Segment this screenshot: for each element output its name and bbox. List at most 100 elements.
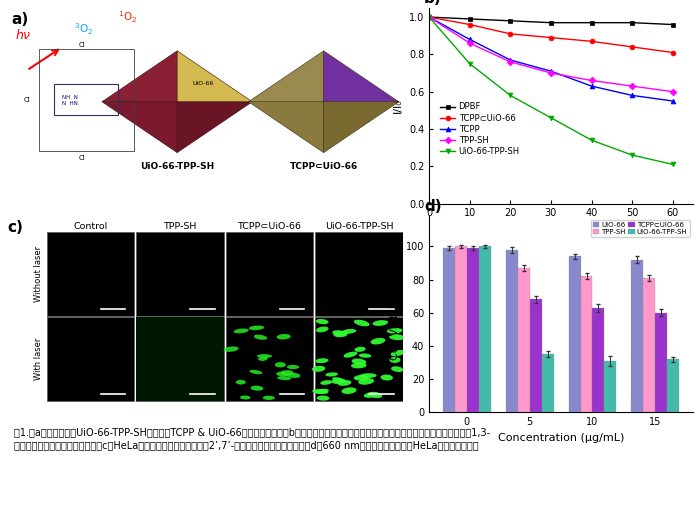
Ellipse shape	[315, 358, 328, 363]
TCPP	[668, 98, 677, 104]
TCPP⊂UiO-66	[466, 21, 474, 27]
Text: $^1$O$_2$: $^1$O$_2$	[118, 10, 137, 25]
Bar	[506, 250, 518, 412]
UiO-66-TPP-SH	[506, 93, 514, 99]
DPBF	[466, 16, 474, 22]
UiO-66-TPP-SH	[547, 115, 555, 121]
DPBF	[425, 14, 433, 20]
Bar	[643, 278, 655, 412]
Polygon shape	[248, 51, 323, 102]
Ellipse shape	[312, 366, 326, 372]
Ellipse shape	[351, 363, 367, 368]
Ellipse shape	[316, 319, 328, 324]
Ellipse shape	[332, 377, 346, 383]
Polygon shape	[177, 51, 253, 102]
Ellipse shape	[312, 389, 328, 394]
Text: c): c)	[7, 220, 23, 235]
DPBF	[547, 20, 555, 26]
Polygon shape	[102, 102, 177, 153]
Ellipse shape	[223, 346, 239, 352]
Ellipse shape	[391, 350, 405, 356]
Ellipse shape	[354, 375, 369, 381]
Polygon shape	[248, 102, 323, 153]
Line: UiO-66-TPP-SH: UiO-66-TPP-SH	[427, 14, 675, 167]
Text: 图1.（a）外表面修饰UiO-66-TPP-SH和一锅法TCPP & UiO-66的结构示意图；（b）在含等摩尔量吁噊分子的条件下敏化剂生成单线态氧效率的比较（: 图1.（a）外表面修饰UiO-66-TPP-SH和一锅法TCPP & UiO-6…	[14, 427, 490, 450]
Text: NH  N: NH N	[62, 95, 78, 100]
Ellipse shape	[240, 396, 251, 400]
Bar	[479, 246, 491, 412]
TCPP	[628, 93, 636, 99]
Bar	[631, 260, 643, 412]
Ellipse shape	[354, 320, 370, 326]
Text: N  HN: N HN	[62, 101, 78, 106]
Ellipse shape	[276, 334, 290, 340]
Ellipse shape	[275, 362, 286, 368]
Ellipse shape	[321, 380, 332, 385]
TPP-SH	[587, 78, 596, 84]
Polygon shape	[102, 51, 177, 102]
Bar	[443, 248, 455, 412]
Bar	[136, 232, 224, 316]
Text: TCPP⊂UiO-66: TCPP⊂UiO-66	[290, 162, 358, 172]
Bar	[542, 354, 554, 412]
TPP-SH	[547, 70, 555, 76]
TCPP	[547, 68, 555, 74]
Text: TPP-SH: TPP-SH	[163, 222, 197, 231]
Ellipse shape	[387, 328, 402, 333]
TCPP	[425, 14, 433, 20]
Polygon shape	[177, 102, 253, 153]
Ellipse shape	[314, 389, 329, 393]
Text: Cl: Cl	[24, 97, 31, 103]
Ellipse shape	[351, 358, 366, 365]
Text: UiO-66-TPP-SH: UiO-66-TPP-SH	[140, 162, 214, 172]
Ellipse shape	[316, 327, 328, 332]
Ellipse shape	[337, 380, 351, 386]
Text: Cl: Cl	[79, 42, 85, 48]
Ellipse shape	[258, 356, 268, 361]
Ellipse shape	[332, 330, 346, 336]
Bar	[315, 317, 402, 401]
Ellipse shape	[276, 372, 289, 376]
Text: Cl: Cl	[79, 156, 85, 161]
Ellipse shape	[317, 396, 330, 401]
Bar	[136, 317, 224, 401]
Text: Without laser: Without laser	[34, 246, 43, 302]
Bar	[225, 232, 313, 316]
Ellipse shape	[249, 326, 264, 330]
Ellipse shape	[251, 386, 263, 391]
Ellipse shape	[381, 374, 393, 381]
Ellipse shape	[253, 334, 267, 340]
Ellipse shape	[368, 392, 382, 398]
TPP-SH	[506, 59, 514, 65]
Legend: DPBF, TCPP⊂UiO-66, TCPP, TPP-SH, UiO-66-TPP-SH: DPBF, TCPP⊂UiO-66, TCPP, TPP-SH, UiO-66-…	[439, 101, 522, 158]
DPBF	[587, 20, 596, 26]
TPP-SH	[425, 14, 433, 20]
Ellipse shape	[389, 334, 405, 340]
Ellipse shape	[364, 392, 379, 398]
Text: With laser: With laser	[34, 338, 43, 380]
TCPP⊂UiO-66	[668, 50, 677, 56]
Text: a): a)	[11, 12, 28, 27]
TCPP	[587, 83, 596, 89]
Ellipse shape	[234, 328, 248, 333]
Bar	[55, 84, 118, 115]
Ellipse shape	[358, 378, 374, 385]
DPBF	[506, 18, 514, 24]
Text: TCPP⊂UiO-66: TCPP⊂UiO-66	[237, 222, 302, 231]
Line: TCPP⊂UiO-66: TCPP⊂UiO-66	[427, 14, 675, 55]
Text: b): b)	[424, 0, 442, 6]
Bar	[655, 313, 667, 412]
X-axis label: Concentration (μg/mL): Concentration (μg/mL)	[498, 433, 624, 443]
Ellipse shape	[391, 366, 403, 372]
Bar	[530, 299, 542, 412]
X-axis label: Time (s): Time (s)	[538, 224, 584, 234]
Bar	[580, 276, 592, 412]
Bar	[467, 248, 479, 412]
Bar	[315, 232, 402, 316]
Ellipse shape	[333, 331, 348, 337]
Bar	[47, 317, 134, 401]
Bar	[518, 268, 530, 412]
Ellipse shape	[370, 338, 386, 344]
TPP-SH	[668, 88, 677, 95]
UiO-66-TPP-SH	[668, 161, 677, 168]
